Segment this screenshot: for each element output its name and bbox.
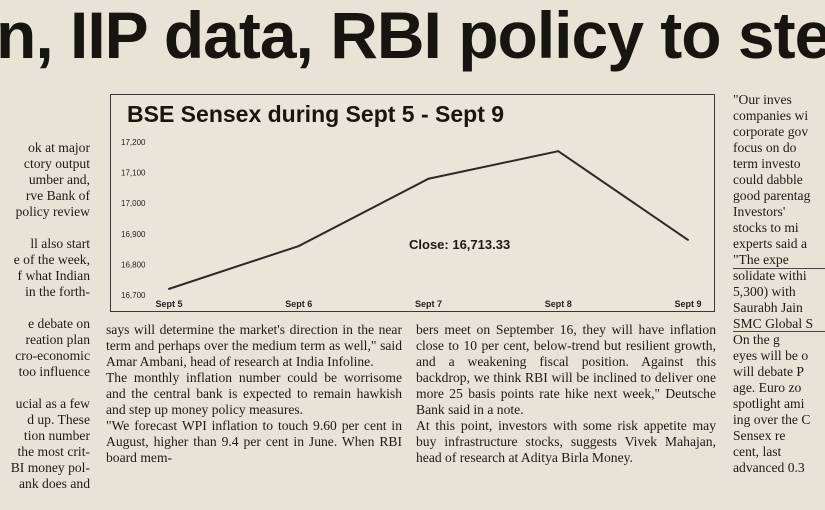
y-tick-label: 16,900 <box>121 230 146 239</box>
chart-plot: 16,700 16,800 16,900 17,000 17,100 17,200 Sept… <box>121 138 702 309</box>
sensex-chart: BSE Sensex during Sept 5 - Sept 9 16,700… <box>110 94 715 312</box>
x-tick-label: Sept 7 <box>415 299 442 309</box>
x-tick-label: Sept 9 <box>674 299 701 309</box>
article-column-left: ok at major ctory output umber and, rve … <box>10 140 90 491</box>
quote-rule <box>733 268 825 269</box>
x-tick-label: Sept 8 <box>545 299 572 309</box>
close-annotation: Close: 16,713.33 <box>409 237 510 252</box>
y-tick-label: 17,200 <box>121 138 146 147</box>
y-tick-label: 16,700 <box>121 291 146 300</box>
data-point <box>427 177 430 180</box>
data-point <box>168 287 170 290</box>
headline: n, IIP data, RBI policy to steer <box>0 0 825 72</box>
quote-rule <box>733 331 825 332</box>
y-tick-label: 16,800 <box>121 260 146 269</box>
article-column-middle-1: says will determine the market's directi… <box>106 322 402 465</box>
x-tick-label: Sept 5 <box>155 299 182 309</box>
article-column-middle-2: bers meet on September 16, they will hav… <box>416 322 716 465</box>
series-line <box>168 150 689 290</box>
article-column-right: "Our inves companies wi corporate gov fo… <box>733 92 814 475</box>
data-point <box>557 150 560 153</box>
y-tick-label: 17,000 <box>121 199 146 208</box>
data-point <box>297 245 300 248</box>
data-point <box>687 238 689 241</box>
chart-title: BSE Sensex during Sept 5 - Sept 9 <box>127 101 505 127</box>
x-tick-label: Sept 6 <box>285 299 312 309</box>
y-tick-label: 17,100 <box>121 169 146 178</box>
